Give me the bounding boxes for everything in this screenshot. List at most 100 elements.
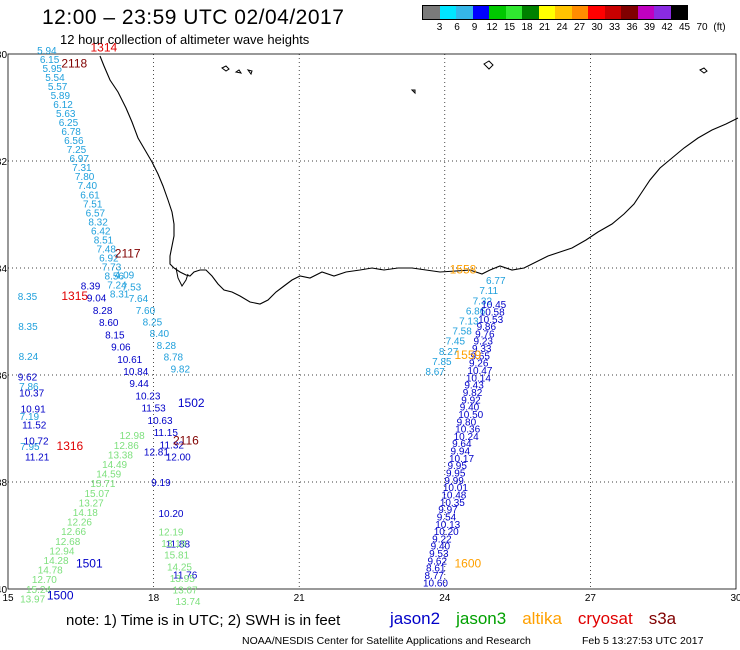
wave-height-value: 10.47: [467, 366, 492, 377]
satellite-jason3: jason3: [456, 609, 507, 628]
wave-height-value: 6.92: [99, 253, 119, 264]
wave-height-value: 7.73: [102, 262, 122, 273]
wave-height-value: 9.80: [457, 417, 477, 428]
legend-swatch: [423, 6, 440, 19]
legend-label: 12: [486, 22, 498, 33]
wave-height-value: 5.57: [48, 82, 68, 93]
wave-height-value: 7.80: [75, 172, 95, 183]
legend-swatch: [505, 6, 522, 19]
wave-height-value: 15.81: [164, 551, 189, 562]
wave-height-value: 14.59: [96, 470, 121, 481]
wave-height-value: 13.07: [173, 585, 198, 596]
wave-height-value: 9.40: [431, 542, 451, 553]
wave-height-value: 9.76: [475, 329, 495, 340]
wave-height-value: 10.36: [455, 425, 480, 436]
wave-height-value: 6.78: [61, 127, 81, 138]
wave-height-value: 7.40: [78, 181, 98, 192]
satellite-jason2: jason2: [390, 609, 441, 628]
wave-height-color-legend: 3 6 9 12 15 18 21 24 27 30 33 36 39 42 45 70 (ft): [422, 5, 726, 34]
wave-height-value: 8.28: [157, 341, 177, 352]
wave-height-value: 10.53: [478, 315, 503, 326]
wave-height-value: 7.95: [20, 442, 40, 453]
wave-height-value: 14.49: [102, 460, 127, 471]
wave-height-value: 12.66: [61, 527, 86, 538]
wave-height-value: 5.54: [45, 73, 65, 84]
pass-time-labels: 1314211821171315155915581502211613161501…: [47, 40, 482, 602]
footer-credit: NOAA/NESDIS Center for Satellite Applica…: [242, 635, 531, 647]
wave-height-value: 7.58: [452, 327, 472, 338]
wave-height-value: 8.56: [105, 271, 125, 282]
wave-height-value: 9.95: [446, 469, 466, 480]
wave-height-value: 14.18: [73, 508, 98, 519]
wave-height-value: 6.97: [69, 154, 89, 165]
wave-height-value: 9.62: [428, 556, 448, 567]
legend-label: 30: [591, 22, 603, 33]
track-track_j: 10.4510.5810.539.869.769.239.339.659.261…: [423, 300, 507, 589]
pass-time-label: 2117: [115, 246, 141, 260]
wave-height-value: 6.77: [486, 276, 506, 287]
wave-height-value: 11.32: [160, 440, 185, 451]
wave-height-value: 9.82: [171, 364, 191, 375]
pass-time-label: 1559: [455, 348, 482, 362]
wave-height-value: 10.14: [466, 373, 491, 384]
pass-time-label: 1316: [57, 439, 84, 453]
legend-label: 27: [573, 22, 586, 33]
legend-swatch: [538, 6, 555, 19]
wave-height-value: 12.81: [144, 447, 169, 458]
wave-height-value: 9.65: [470, 351, 490, 362]
map-frame: [7, 53, 737, 590]
wave-height-value: 10.20: [158, 509, 183, 520]
wave-height-value: 9.54: [437, 512, 457, 523]
lat-tick-label: -36: [0, 371, 7, 382]
pass-time-label: 2118: [61, 56, 87, 70]
track-track_d: 8.35 8.35 8.24 7.86 7.19 7.95: [18, 292, 40, 453]
wave-height-value: 6.61: [80, 190, 100, 201]
legend-swatch: [439, 6, 456, 19]
legend-label: 70: [696, 22, 708, 33]
wave-height-value: 9.97: [438, 505, 458, 516]
wave-height-value: 4.09: [115, 271, 135, 282]
lon-tick-label: 15: [2, 593, 14, 604]
units-note: note: 1) Time is in UTC; 2) SWH is in fe…: [66, 612, 341, 629]
wave-height-value: 7.60: [136, 306, 156, 317]
lat-tick-label: -38: [0, 478, 7, 489]
legend-label: 6: [454, 22, 460, 33]
wave-height-value: 8.35: [18, 292, 38, 303]
legend-swatch: [604, 6, 621, 19]
wave-height-value: 9.82: [463, 388, 483, 399]
wave-height-value: 11.53: [141, 404, 166, 415]
wave-height-value: 10.45: [481, 300, 506, 311]
track-track_i: 6.777.117.326.867.137.587.458.277.858.67: [425, 276, 506, 378]
wave-height-value: 9.23: [474, 337, 494, 348]
wave-height-value: 10.23: [135, 391, 160, 402]
wave-height-value: 7.51: [83, 199, 103, 210]
wave-height-value: 8.32: [88, 217, 108, 228]
legend-swatch: [654, 6, 671, 19]
wave-height-value: 8.28: [93, 306, 113, 317]
wave-height-value: 11.76: [173, 570, 198, 581]
satellite-key: jason2 jason3 altika cryosat s3a: [390, 609, 692, 629]
wave-height-value: 14.25: [167, 562, 192, 573]
page-subtitle: 12 hour collection of altimeter wave hei…: [60, 32, 310, 47]
wave-height-value: 10.60: [423, 578, 448, 589]
wave-height-value: 7.11: [479, 286, 498, 297]
legend-label: 15: [503, 22, 516, 33]
legend-swatch: [472, 6, 489, 19]
wave-height-value: 8.78: [164, 353, 184, 364]
legend-labels: 3 6 9 12 15 18 21 24 27 30 33 36 39 42 45 70 (ft): [422, 20, 726, 34]
wave-height-value: 8.39: [81, 281, 101, 292]
wave-height-value: 12.00: [166, 453, 191, 464]
wave-height-value: 5.89: [51, 91, 71, 102]
page-title: 12:00 – 23:59 UTC 02/04/2017: [42, 6, 345, 29]
legend-label: 45: [678, 22, 691, 33]
islands: [221, 60, 708, 95]
wave-height-value: 9.19: [151, 478, 171, 489]
wave-height-value: 7.53: [122, 282, 142, 293]
pass-time-label: 1315: [61, 289, 88, 303]
wave-height-value: 9.95: [447, 461, 467, 472]
wave-height-value: 13.27: [79, 498, 104, 509]
wave-height-value: 10.58: [480, 307, 505, 318]
wave-height-value: 10.01: [443, 483, 468, 494]
